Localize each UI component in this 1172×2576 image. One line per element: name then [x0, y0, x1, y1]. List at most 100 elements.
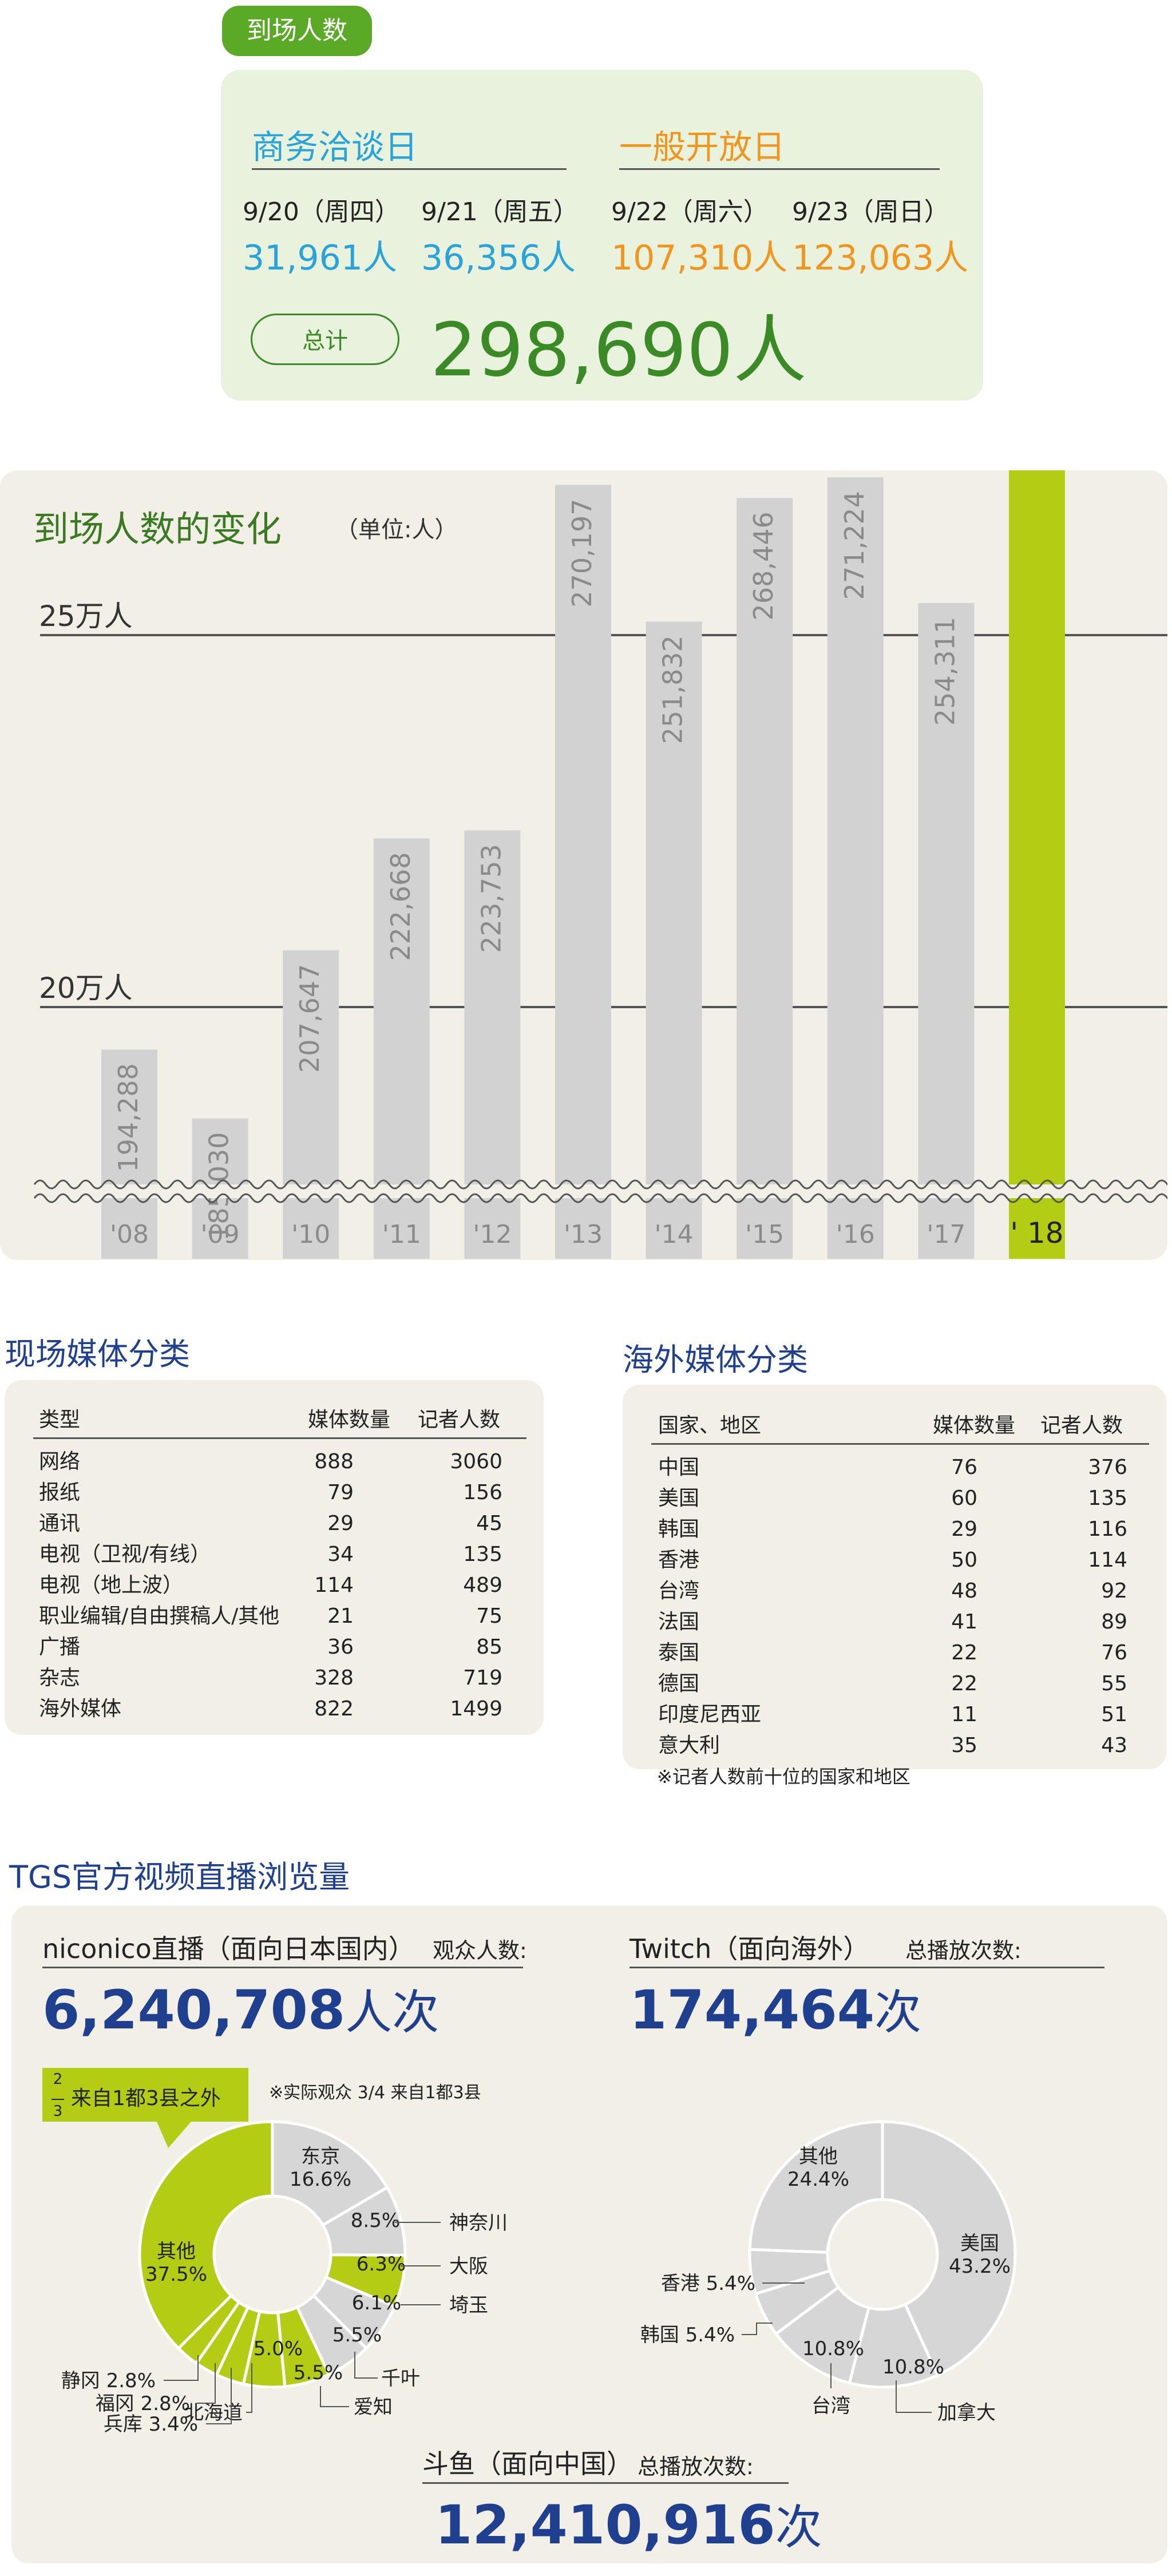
divider	[422, 2482, 789, 2484]
table-row: 网络 888 3060	[39, 1446, 502, 1477]
divider	[651, 1443, 1149, 1445]
total-label: 总计	[251, 314, 399, 365]
pie-slice	[271, 2120, 389, 2228]
col-header: 类型	[39, 1408, 81, 1432]
table-row: 香港 50 114	[658, 1545, 1127, 1576]
cell-value: 89	[1101, 1610, 1127, 1634]
cell-value: 50	[951, 1548, 977, 1572]
cell-value: 60	[951, 1487, 977, 1510]
slice-label: 10.8%	[882, 2356, 944, 2379]
onsite-media-panel: 类型 媒体数量 记者人数 网络 888 3060 报纸 79 156 通讯 29 45 电视（卫视…	[5, 1380, 544, 1735]
cell-value: 156	[463, 1481, 502, 1504]
day-count: 36,356人	[421, 238, 576, 278]
row-label: 德国	[658, 1672, 700, 1695]
data-label: 222,668	[385, 852, 416, 961]
col-header: 国家、地区	[658, 1414, 762, 1437]
cell-value: 35	[951, 1734, 977, 1757]
cell-value: 85	[476, 1635, 502, 1659]
table-row: 中国 76 376	[658, 1452, 1127, 1483]
douyu-sub: 总播放次数:	[638, 2454, 754, 2479]
cell-value: 36	[327, 1635, 354, 1659]
table-row: 印度尼西亚 11 51	[658, 1699, 1127, 1730]
x-tick-label: '16	[836, 1220, 875, 1249]
x-tick-label: '14	[655, 1220, 694, 1249]
data-label: 254,311	[929, 617, 960, 726]
x-tick-label: '12	[473, 1220, 512, 1249]
twitch-value: 174,464	[629, 1979, 875, 2042]
bar	[646, 621, 702, 1259]
bar	[283, 950, 339, 1259]
row-label: 印度尼西亚	[658, 1703, 762, 1726]
table-row: 电视（卫视/有线） 34 135	[39, 1539, 502, 1570]
leader-line	[197, 2363, 216, 2404]
twitch-views: 174,464次	[629, 1974, 921, 2042]
slice-label: 兵库 3.4%	[104, 2413, 198, 2436]
slice-label: 埼玉	[449, 2294, 488, 2317]
cell-value: 45	[476, 1512, 502, 1535]
cell-value: 51	[1101, 1703, 1127, 1726]
slice-label: 台湾	[811, 2395, 850, 2418]
row-label: 通讯	[39, 1512, 81, 1535]
x-tick-label: '17	[926, 1220, 965, 1249]
cell-value: 76	[1101, 1641, 1127, 1665]
table-row: 广播 36 85	[39, 1632, 502, 1663]
cell-value: 376	[1088, 1456, 1127, 1479]
slice-label: 爱知	[354, 2396, 393, 2419]
attendance-header: 到场人数	[222, 6, 372, 56]
bar	[555, 485, 611, 1259]
cell-value: 76	[951, 1456, 977, 1479]
bar	[918, 603, 975, 1259]
cell-value: 92	[1101, 1579, 1127, 1603]
slice-label: 6.1%	[352, 2292, 401, 2315]
cell-value: 1499	[450, 1697, 502, 1721]
business-days-label: 商务洽谈日	[252, 128, 418, 167]
day-date: 9/21（周五）	[421, 197, 579, 227]
row-label: 杂志	[39, 1666, 81, 1690]
niconico-value: 6,240,708	[42, 1979, 346, 2042]
row-label: 网络	[39, 1450, 81, 1473]
pie-slice	[138, 2120, 274, 2351]
col-header: 媒体数量	[308, 1408, 391, 1432]
day-count: 123,063人	[792, 238, 969, 278]
slice-label: 5.5%	[294, 2361, 343, 2384]
gridline-label: 20万人	[39, 972, 133, 1005]
cell-value: 48	[951, 1579, 977, 1603]
twitch-unit: 次	[874, 1985, 922, 2040]
x-tick-label: '10	[291, 1220, 330, 1249]
cell-value: 116	[1088, 1517, 1127, 1541]
bar	[827, 477, 884, 1259]
douyu-unit: 次	[775, 2500, 822, 2555]
pie-slice	[848, 2302, 940, 2389]
day-date: 9/20（周四）	[243, 197, 400, 227]
divider	[33, 1437, 526, 1439]
table-row: 电视（地上波） 114 489	[39, 1570, 502, 1601]
table-row: 报纸 79 156	[39, 1477, 502, 1508]
cell-value: 822	[314, 1697, 354, 1721]
slice-label: 8.5%	[351, 2209, 400, 2232]
callout-text: 来自1都3县之外	[71, 2087, 221, 2110]
table-row: 德国 22 55	[658, 1669, 1127, 1699]
x-tick-label: '09	[201, 1220, 240, 1249]
cell-value: 79	[327, 1481, 354, 1504]
data-label: 223,753	[476, 844, 506, 953]
slice-label: 韩国 5.4%	[640, 2324, 735, 2347]
row-label: 法国	[658, 1610, 700, 1634]
douyu-value: 12,410,916	[435, 2494, 775, 2557]
table-row: 杂志 328 719	[39, 1663, 502, 1694]
bar	[737, 498, 793, 1259]
attendance-bar-chart: 20万人25万人194,288'08185,030'09207,647'1022…	[33, 470, 1167, 1259]
leader-line	[246, 2363, 252, 2413]
slice-label: 神奈川	[449, 2212, 508, 2234]
data-label: 207,647	[294, 964, 325, 1073]
slice-label: 香港 5.4%	[661, 2272, 755, 2295]
col-header: 记者人数	[1040, 1414, 1123, 1437]
public-days-label: 一般开放日	[619, 128, 786, 167]
slice-label: 静冈 2.8%	[61, 2369, 156, 2392]
overseas-media-title: 海外媒体分类	[623, 1342, 808, 1378]
cell-value: 888	[314, 1450, 354, 1473]
divider	[42, 1967, 523, 1968]
cell-value: 29	[327, 1512, 354, 1535]
row-label: 广播	[39, 1635, 81, 1659]
divider	[619, 168, 940, 170]
